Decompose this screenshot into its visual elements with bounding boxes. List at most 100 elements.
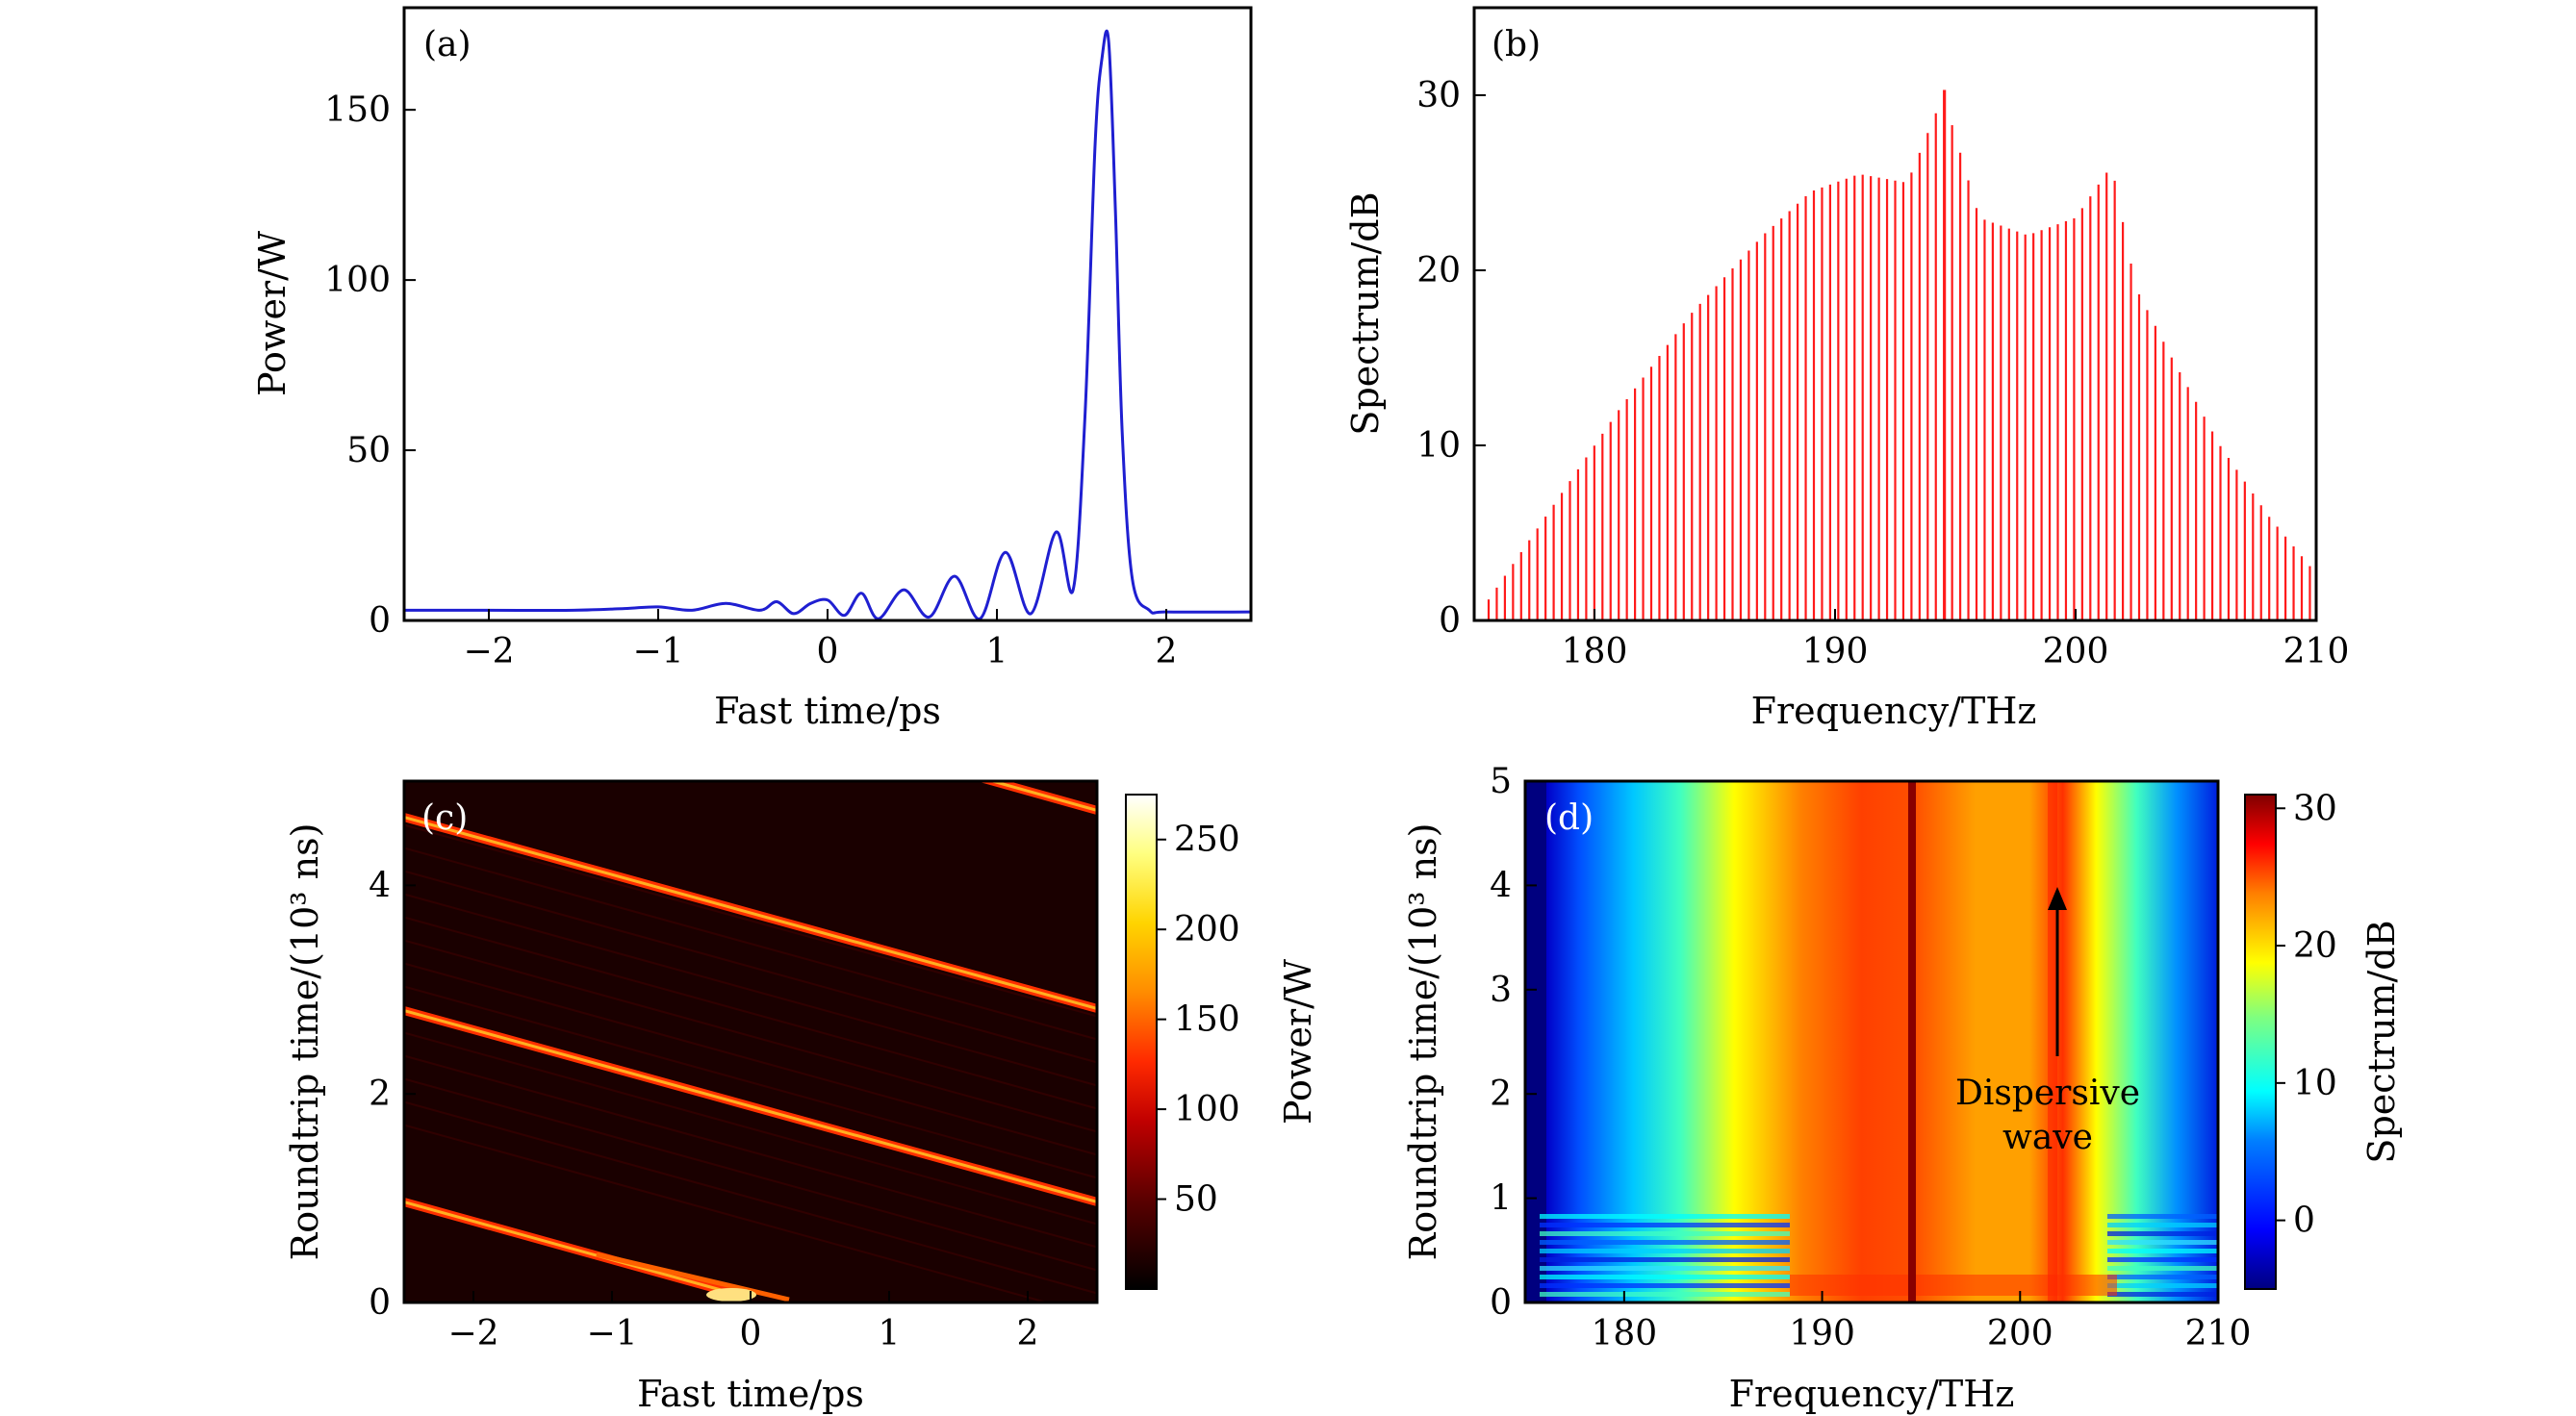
panel-c-y-ticks: 0 2 4	[369, 866, 416, 1323]
transient-band-right	[2107, 1231, 2218, 1236]
transient-band-right	[2107, 1223, 2218, 1227]
y-tick-label: 0	[369, 601, 391, 641]
colorbar-tick-label: 10	[2293, 1064, 2337, 1103]
panel-c-y-axis-label: Roundtrip time/(10³ ns)	[284, 823, 326, 1261]
panel-c: −2 −1 0 1 2 0 2 4 (c) Fast time/ps Roundtrip t…	[284, 779, 1319, 1415]
colorbar-tick-label: 150	[1174, 1000, 1240, 1040]
x-tick-label: 0	[817, 632, 839, 671]
faint-trail	[404, 847, 1097, 1041]
panel-b-y-axis-label: Spectrum/dB	[1344, 191, 1387, 435]
y-tick-label: 2	[369, 1075, 391, 1114]
panel-d-colorbar-ticks: 0 10 20 30	[2276, 789, 2337, 1241]
transient-band-left	[1540, 1240, 1790, 1245]
y-tick-label: 150	[324, 90, 391, 130]
x-tick-label: −2	[447, 1314, 498, 1353]
x-tick-label: 210	[2283, 632, 2350, 671]
y-tick-label: 4	[369, 866, 391, 905]
y-tick-label: 0	[369, 1283, 391, 1323]
panel-a-axes-frame	[402, 6, 1253, 622]
panel-b-spectral-lines	[1487, 89, 2311, 620]
faint-trail	[404, 823, 1097, 1018]
x-tick-label: 210	[2185, 1314, 2252, 1353]
x-tick-label: 2	[1017, 1314, 1039, 1353]
x-tick-label: 190	[1789, 1314, 1855, 1353]
panel-b-x-axis-label: Frequency/THz	[1751, 690, 2037, 732]
transient-band-left	[1540, 1257, 1790, 1262]
x-tick-label: 180	[1591, 1314, 1657, 1353]
panel-a-line-series	[404, 29, 1251, 620]
transient-band-left	[1540, 1231, 1790, 1236]
faint-trail	[404, 1077, 1097, 1272]
y-tick-label: 0	[1490, 1283, 1512, 1323]
faint-trail	[404, 1031, 1097, 1226]
x-tick-label: −1	[586, 1314, 637, 1353]
transient-band-right	[2107, 1257, 2218, 1262]
y-tick-label: 10	[1416, 426, 1461, 466]
transient-band-right	[2107, 1292, 2218, 1297]
faint-trail	[404, 893, 1097, 1087]
x-tick-label: −2	[463, 632, 514, 671]
panel-b-axes-frame	[1472, 6, 2318, 622]
transient-band-left	[1540, 1283, 1790, 1288]
dispersive-wave-annotation-line2: wave	[2002, 1118, 2093, 1157]
colorbar-tick-label: 20	[2293, 926, 2337, 966]
panel-a: −2 −1 0 1 2 0 50 100 150 (a) Fast time/ps Power…	[251, 6, 1253, 732]
panel-a-y-ticks: 0 50 100 150	[324, 90, 416, 641]
faint-trail	[404, 985, 1097, 1179]
faint-trail	[404, 1124, 1051, 1302]
y-tick-label: 2	[1490, 1075, 1512, 1114]
soliton-track-1-core	[404, 815, 1097, 1011]
panel-a-y-axis-label: Power/W	[251, 231, 293, 396]
colorbar-tick-label: 30	[2293, 789, 2337, 828]
panel-b-label: (b)	[1492, 25, 1541, 64]
panel-d-initial-transient	[1540, 1214, 2218, 1297]
y-tick-label: 100	[324, 261, 391, 300]
x-tick-label: −1	[632, 632, 683, 671]
faint-trail	[404, 1054, 1097, 1249]
y-tick-label: 20	[1416, 251, 1461, 291]
faint-trail	[404, 916, 1097, 1110]
soliton-formation-hotspot	[706, 1288, 756, 1302]
panel-d-x-axis-label: Frequency/THz	[1729, 1373, 2015, 1415]
colorbar-tick-label: 50	[1174, 1180, 1218, 1220]
soliton-track-3-core	[404, 1200, 732, 1295]
x-tick-label: 190	[1802, 632, 1869, 671]
soliton-track-2-core	[404, 1008, 1097, 1204]
transient-band-right	[2107, 1275, 2218, 1279]
panel-a-x-ticks: −2 −1 0 1 2	[463, 609, 1177, 671]
colorbar-tick-label: 0	[2293, 1201, 2315, 1241]
transient-band-left	[1540, 1266, 1790, 1271]
faint-trail	[404, 1100, 1097, 1295]
transient-band-left	[1540, 1292, 1790, 1297]
transient-band-right	[2107, 1249, 2218, 1253]
panel-c-x-ticks: −2 −1 0 1 2	[447, 1291, 1038, 1353]
panel-d-colorbar-label: Spectrum/dB	[2360, 920, 2403, 1163]
panel-b-y-ticks: 0 10 20 30	[1416, 76, 1486, 641]
panel-a-label: (a)	[423, 25, 472, 64]
panel-c-colorbar	[1125, 794, 1158, 1290]
panel-d-dispersive-wave-line	[2048, 781, 2057, 1302]
panel-c-soliton-tracks	[404, 781, 1097, 1302]
x-tick-label: 2	[1156, 632, 1178, 671]
transient-band-left	[1540, 1275, 1790, 1279]
x-tick-label: 200	[1987, 1314, 2053, 1353]
panel-b: 180 190 200 210 0 10 20 30 (b) Frequency/THz S…	[1344, 6, 2350, 732]
colorbar-tick-label: 200	[1174, 910, 1240, 949]
panel-c-colorbar-label: Power/W	[1277, 959, 1319, 1125]
x-tick-label: 0	[740, 1314, 762, 1353]
faint-trail	[404, 962, 1097, 1156]
y-tick-label: 0	[1439, 601, 1461, 641]
soliton-formation-streak	[596, 1252, 790, 1302]
panel-d-x-ticks: 180 190 200 210	[1591, 1291, 2251, 1353]
panel-d-y-axis-label: Roundtrip time/(10³ ns)	[1402, 823, 1444, 1261]
dispersive-wave-annotation-line1: Dispersive	[1955, 1074, 2140, 1113]
panel-c-x-axis-label: Fast time/ps	[637, 1373, 864, 1415]
transient-core	[1790, 1275, 2117, 1296]
x-tick-label: 1	[879, 1314, 901, 1353]
transient-band-right	[2107, 1214, 2218, 1219]
transient-band-left	[1540, 1249, 1790, 1253]
panel-d-label: (d)	[1544, 798, 1594, 838]
y-tick-label: 1	[1490, 1179, 1512, 1219]
x-tick-label: 180	[1562, 632, 1628, 671]
